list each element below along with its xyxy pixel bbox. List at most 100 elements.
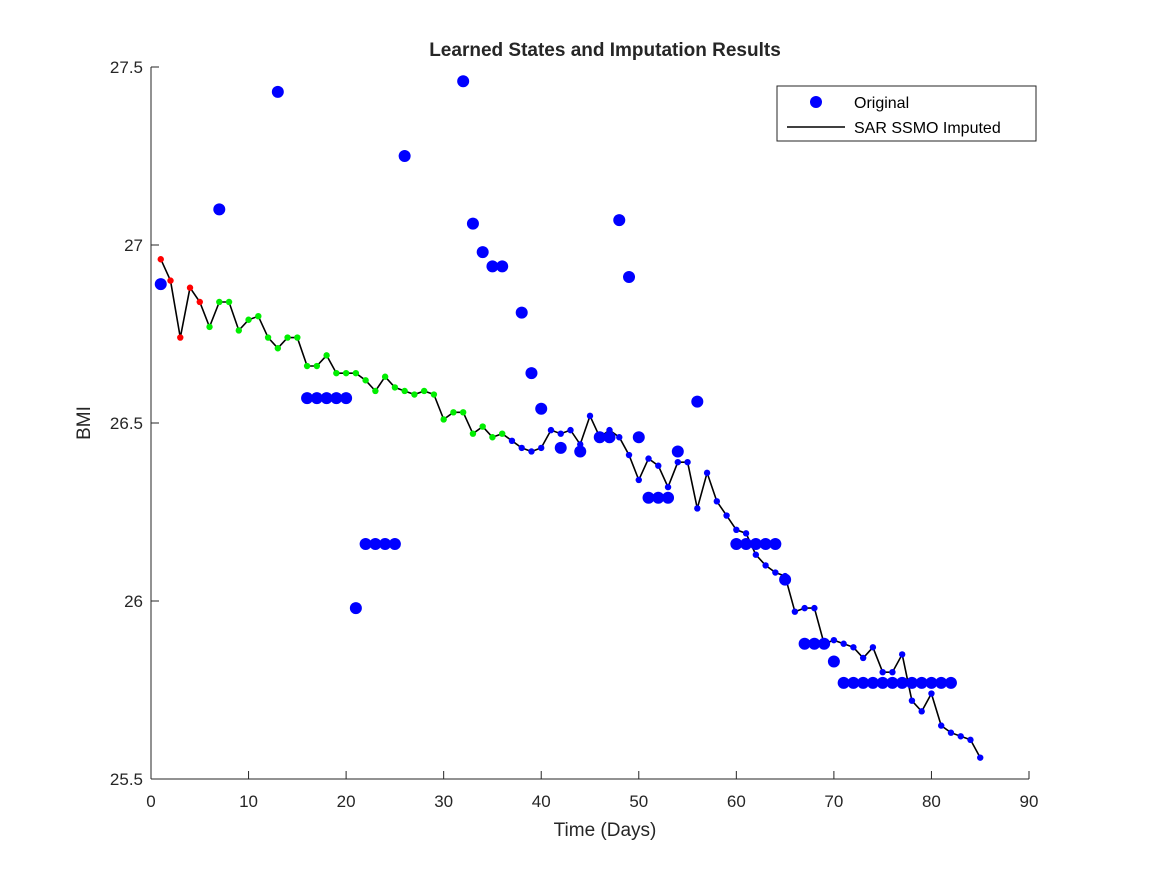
imputed-point	[733, 526, 740, 533]
x-tick-label: 0	[146, 792, 155, 811]
original-point	[486, 260, 499, 273]
original-point	[359, 538, 372, 551]
x-axis-ticks: 0 10 20 30 40 50 60 70 80 90	[146, 771, 1038, 811]
original-point	[330, 392, 343, 405]
imputed-point	[967, 736, 974, 744]
imputed-point	[557, 430, 564, 437]
original-point	[837, 676, 850, 689]
imputed-point	[186, 284, 194, 291]
imputed-point	[206, 323, 213, 331]
original-point	[554, 441, 567, 454]
imputed-point	[196, 298, 203, 306]
imputed-point	[255, 313, 262, 320]
imputed-point	[625, 451, 633, 459]
imputed-point	[167, 277, 174, 284]
original-point	[476, 246, 489, 259]
imputed-point	[547, 426, 555, 434]
imputed-point	[586, 412, 594, 420]
imputed-point	[391, 384, 399, 391]
original-point	[671, 445, 684, 458]
imputed-point	[459, 409, 467, 416]
original-point	[642, 491, 655, 504]
original-point	[662, 491, 675, 504]
imputed-point	[830, 636, 838, 644]
imputed-point	[342, 369, 350, 377]
original-point	[896, 676, 909, 689]
original-point	[691, 395, 704, 408]
imputed-point	[977, 754, 984, 761]
original-point	[876, 676, 889, 689]
original-point	[730, 538, 743, 551]
imputed-point	[772, 569, 779, 576]
imputed-point	[313, 362, 321, 370]
imputed-point	[499, 430, 506, 437]
imputed-point	[918, 708, 925, 715]
x-tick-label: 40	[532, 792, 551, 811]
original-point	[652, 491, 665, 504]
original-point	[886, 676, 899, 689]
imputed-point	[879, 669, 886, 676]
plot-area: 0 10 20 30 40 50 60 70 80 90 25.5 26 26.5 27 27.5	[110, 58, 1039, 811]
imputed-point	[274, 345, 282, 352]
imputed-point	[489, 434, 496, 441]
original-point	[515, 306, 528, 319]
y-axis-label: BMI	[74, 406, 95, 440]
imputed-point	[616, 434, 623, 441]
imputed-point	[479, 423, 486, 430]
original-point	[154, 278, 167, 291]
x-tick-label: 80	[922, 792, 941, 811]
imputed-point	[235, 327, 242, 334]
original-point	[603, 431, 616, 444]
original-point	[935, 676, 948, 689]
legend-imputed-label: SAR SSMO Imputed	[854, 120, 1001, 137]
original-point	[574, 445, 587, 458]
imputed-point	[938, 722, 945, 729]
x-tick-label: 30	[434, 792, 453, 811]
original-point	[827, 655, 840, 668]
imputed-point	[684, 458, 691, 466]
original-point	[769, 538, 782, 551]
legend: Original SAR SSMO Imputed	[776, 85, 1037, 142]
y-tick-label: 26	[124, 592, 143, 611]
imputed-point	[957, 733, 964, 740]
imputed-point	[635, 476, 642, 484]
imputed-point	[245, 316, 252, 323]
original-point	[915, 676, 928, 689]
y-tick-label: 26.5	[110, 414, 143, 433]
original-point	[818, 637, 831, 650]
y-axis-ticks: 25.5 26 26.5 27 27.5	[110, 58, 159, 789]
original-point	[457, 75, 470, 88]
imputed-point	[869, 644, 877, 651]
imputed-point	[216, 298, 223, 306]
imputed-series	[157, 256, 984, 761]
imputed-point	[508, 437, 516, 444]
imputed-point	[381, 373, 389, 380]
x-axis-label: Time (Days)	[554, 820, 657, 841]
original-point	[320, 392, 333, 405]
imputed-point	[889, 669, 896, 676]
original-point	[857, 676, 870, 689]
original-point	[379, 538, 392, 551]
original-point	[749, 538, 762, 551]
imputed-point	[694, 505, 701, 512]
imputed-point	[303, 362, 311, 370]
original-point	[496, 260, 509, 273]
original-series	[154, 75, 957, 689]
imputed-point	[947, 729, 955, 736]
imputed-point	[538, 444, 545, 452]
x-tick-label: 50	[629, 792, 648, 811]
x-tick-label: 60	[727, 792, 746, 811]
imputed-point	[372, 387, 379, 395]
imputed-point	[713, 498, 721, 505]
original-point	[925, 676, 938, 689]
original-point	[466, 217, 479, 230]
x-tick-label: 90	[1020, 792, 1039, 811]
imputed-point	[850, 644, 857, 651]
imputed-point	[528, 448, 535, 455]
imputed-point	[840, 640, 847, 647]
original-point	[847, 676, 860, 689]
imputed-point	[723, 512, 730, 519]
imputed-point	[450, 409, 457, 416]
imputed-point	[420, 387, 428, 395]
